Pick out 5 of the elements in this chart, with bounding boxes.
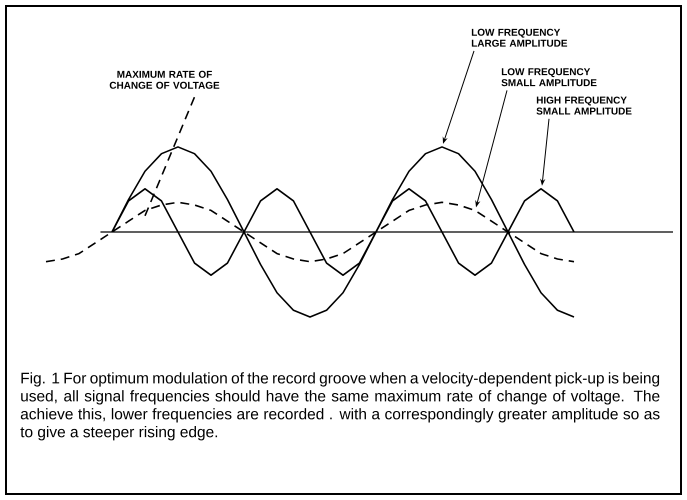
text: MAXIMUM RATE OF CHANGE OF VOLTAGE (110, 70, 220, 89)
text: LOW FREQUENCY LARGE AMPLITUDE (472, 28, 568, 47)
text: HIGH FREQUENCY SMALL AMPLITUDE (536, 96, 632, 115)
caption: Fig. 1 For optimum modulation of the record groove when a velocity-dependent pick-up is being used, all signal frequencies should have the same maximum rate of change of voltage. The achieve this, lower frequencies are recorded . with a correspondingly greater amplitude so as to give a steeper rising edge. (20, 372, 660, 440)
text: LOW FREQUENCY SMALL AMPLITUDE (501, 68, 597, 86)
